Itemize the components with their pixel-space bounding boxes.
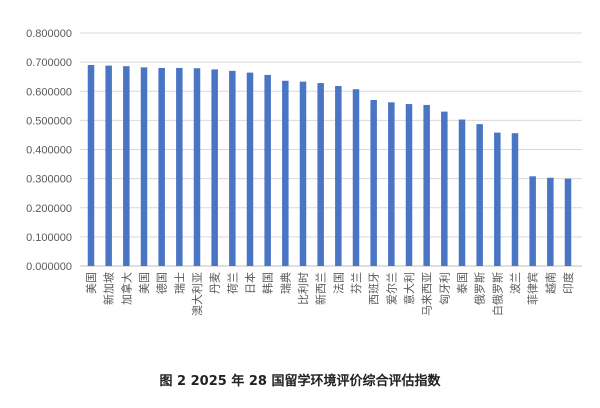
bar [388, 102, 395, 266]
bar [87, 65, 95, 266]
x-tick-label: 马来西亚 [421, 272, 434, 316]
x-tick-label: 澳大利亚 [190, 272, 204, 316]
x-tick-label: 越南 [543, 272, 557, 294]
bar [140, 67, 148, 267]
x-tick-label: 匈牙利 [437, 272, 451, 305]
y-tick-label: 0.700000 [26, 57, 72, 69]
x-tick-label: 加拿大 [119, 272, 133, 305]
y-axis-tick-labels: 0.000000 0.100000 0.200000 0.300000 0.400000… [26, 28, 72, 273]
bar [423, 104, 430, 266]
x-tick-label: 荷兰 [226, 272, 239, 294]
x-tick-label: 德国 [155, 272, 169, 294]
y-tick-label: 0.200000 [26, 203, 72, 215]
x-tick-label: 波兰 [509, 272, 522, 294]
bar [494, 132, 501, 266]
bar [246, 72, 254, 266]
bar [511, 133, 519, 266]
bar [441, 111, 448, 266]
bar [282, 80, 289, 266]
x-tick-label: 瑞士 [172, 272, 186, 294]
x-axis-category-labels: 美国 新加坡 加拿大 美国 德国 瑞士 澳大利亚 丹麦 荷兰 日本 韩国 瑞典 比利时 新西兰 法国 芬兰 西班… [85, 272, 575, 316]
x-tick-label: 瑞典 [278, 272, 292, 294]
bar [264, 74, 271, 266]
bars [87, 65, 572, 267]
x-tick-label: 新加坡 [102, 272, 116, 305]
bar [176, 67, 183, 266]
x-tick-label: 比利时 [297, 272, 310, 305]
bar [105, 65, 112, 267]
bar [193, 68, 201, 267]
x-tick-label: 俄罗斯 [474, 272, 487, 305]
x-tick-label: 泰国 [455, 272, 469, 294]
x-tick-label: 印度 [561, 272, 575, 294]
y-tick-label: 0.100000 [26, 232, 72, 244]
y-tick-label: 0.600000 [26, 86, 72, 98]
gridlines [80, 32, 582, 267]
y-tick-label: 0.800000 [26, 28, 72, 40]
bar [229, 70, 236, 266]
x-tick-label: 美国 [138, 272, 151, 294]
x-tick-label: 日本 [243, 272, 257, 294]
bar [405, 104, 413, 266]
x-tick-label: 西班牙 [368, 272, 381, 305]
bar [335, 86, 342, 266]
figure-caption: 图 2 2025 年 28 国留学环境评价综合评估指数 [159, 374, 441, 389]
bar [476, 124, 483, 266]
bar [211, 69, 218, 266]
x-tick-label: 菲律宾 [526, 272, 540, 305]
bar-chart: 0.000000 0.100000 0.200000 0.300000 0.400000… [26, 28, 582, 316]
y-tick-label: 0.000000 [26, 261, 72, 273]
y-tick-label: 0.300000 [26, 174, 72, 186]
bar [547, 177, 554, 266]
x-tick-label: 意大利 [402, 272, 416, 305]
bar [158, 67, 165, 266]
bar [352, 89, 360, 267]
x-tick-label: 法国 [331, 272, 345, 294]
bar [564, 178, 572, 266]
x-tick-label: 美国 [85, 272, 98, 294]
x-tick-label: 爱尔兰 [385, 272, 398, 305]
x-tick-label: 芬兰 [350, 272, 363, 294]
x-tick-label: 韩国 [261, 272, 275, 294]
bar [123, 66, 130, 266]
y-tick-label: 0.400000 [26, 145, 72, 157]
x-tick-label: 白俄罗斯 [490, 272, 504, 316]
bar [370, 99, 377, 266]
bar [317, 83, 324, 266]
bar [458, 119, 466, 266]
y-tick-label: 0.500000 [26, 115, 72, 127]
x-tick-label: 新西兰 [314, 272, 328, 305]
x-tick-label: 丹麦 [209, 272, 222, 294]
bar [529, 176, 536, 266]
bar [299, 81, 307, 266]
